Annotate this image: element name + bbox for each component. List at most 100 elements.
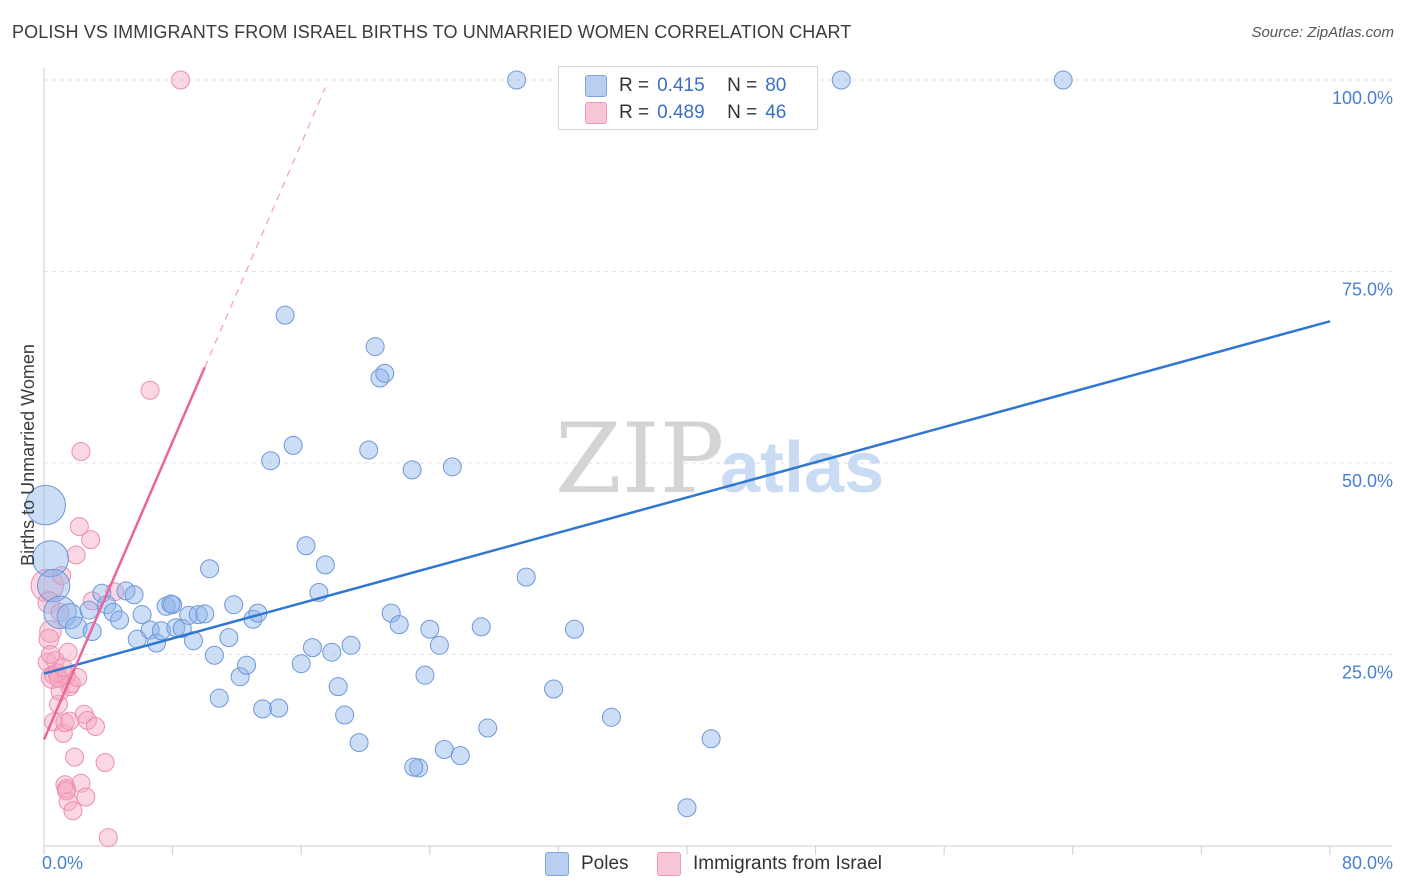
poles-point [156,596,176,616]
poles-point [349,733,369,753]
israel-point [38,628,60,650]
watermark-atlas: atlas [720,428,884,508]
poles-point [434,739,454,759]
poles-point [230,667,250,687]
legend-n-value: 46 [765,102,787,123]
gridlines [44,79,1392,655]
israel-point [81,530,101,550]
poles-point [1053,70,1073,90]
bottom-legend-israel: Immigrants from Israel [657,851,882,877]
poles-point [179,605,199,625]
legend-n-value: 80 [765,75,787,96]
watermark: ZIP atlas [555,403,884,515]
chart-title: POLISH VS IMMIGRANTS FROM ISRAEL BIRTHS … [12,22,852,42]
poles-point [253,699,273,719]
y-tick-label: 50.0% [1342,471,1393,491]
poles-point [404,757,424,777]
poles-point [291,654,311,674]
israel-point [52,566,72,586]
israel-point [140,380,160,400]
poles-point [420,619,440,639]
poles-point [31,540,69,578]
poles-point [442,457,462,477]
legend-r-value: 0.489 [657,102,705,123]
israel-point [50,602,70,622]
poles-point [381,603,401,623]
poles-point [328,677,348,697]
poles-point [335,705,355,725]
israel-point [65,747,85,767]
poles-point [359,440,379,460]
poles-point [375,363,395,383]
y-axis-label: Births to Unmarried Women [18,344,38,566]
poles-point [219,628,239,648]
poles-point [471,617,491,637]
legend-row-poles: R = 0.415 N = 80 [585,73,786,99]
poles-point [110,610,130,630]
poles-point [389,615,409,635]
israel-point [171,70,191,90]
poles-point [701,729,721,749]
poles-point [564,619,584,639]
axes [43,68,1392,855]
poles-legend-label: Poles [581,853,629,874]
israel-point [39,620,62,643]
poles-point [302,638,322,658]
poles-point [450,746,470,766]
poles-point [204,645,224,665]
tick-labels: 100.0% 75.0% 50.0% 25.0% 0.0% 80.0% [42,88,1393,873]
legend-r-value: 0.415 [657,75,705,96]
poles-point [269,698,289,718]
poles-point [544,679,564,699]
israel-point [98,828,118,848]
poles-point [677,798,697,818]
poles-point [237,655,257,675]
poles-point [64,616,88,639]
israel-point [63,801,83,821]
legend-r-label: R = [619,75,650,96]
poles-point [209,688,229,708]
israel-point [69,517,89,537]
israel-point [95,753,115,773]
poles-trend-line [43,320,1331,675]
poles-point [365,337,385,357]
trend-lines [42,87,1331,741]
poles-point [124,585,144,605]
poles-point [322,642,342,662]
y-tick-label: 100.0% [1332,88,1393,108]
poles-point [195,604,215,624]
poles-point [283,435,303,455]
israel-legend-label: Immigrants from Israel [693,853,882,874]
poles-point [296,536,316,556]
poles-point [478,718,498,738]
poles-point [36,568,71,603]
poles-swatch [585,75,607,97]
poles-point [25,484,66,526]
bottom-legend-poles: Poles [545,851,629,877]
poles-point [79,600,99,620]
israel-legend-swatch [657,852,681,876]
poles-point [151,621,171,641]
israel-swatch [585,102,607,124]
poles-point [831,70,851,90]
poles-legend-swatch [545,852,569,876]
poles-point [163,595,183,615]
legend-n-label: N = [727,102,758,123]
poles-point [132,605,152,625]
israel-point [85,717,105,737]
israel-point [66,545,86,565]
poles-point [402,460,422,480]
legend-n-label: N = [727,75,758,96]
poles-point [261,451,281,471]
poles-point [103,602,123,622]
poles-point [507,70,527,90]
stats-legend: R = 0.415 N = 80 R = 0.489 N = 46 [558,66,818,130]
poles-point [161,594,181,614]
y-tick-label: 25.0% [1342,663,1393,683]
poles-point [275,305,295,325]
watermark-zip: ZIP [555,403,724,515]
israel-point [71,442,91,462]
israel-point [74,704,94,724]
x-tick-label: 80.0% [1342,853,1393,873]
